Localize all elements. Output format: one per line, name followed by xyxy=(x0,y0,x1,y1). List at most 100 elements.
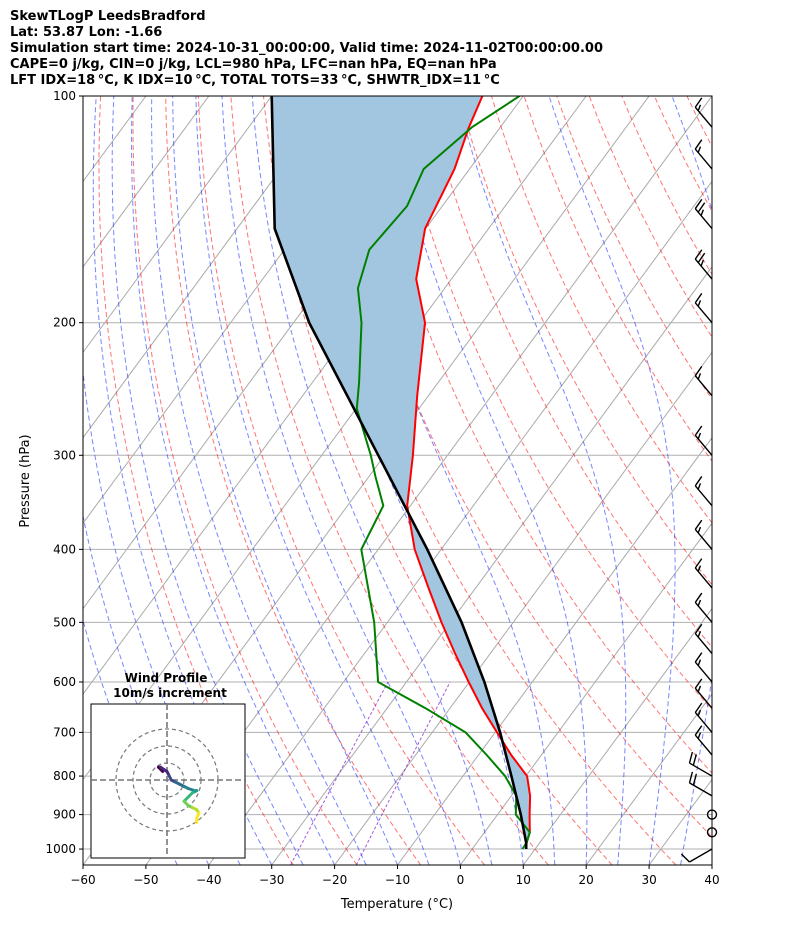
cape-cin-shading xyxy=(271,96,531,849)
isotherm xyxy=(83,96,273,354)
mixing-ratio-line xyxy=(290,681,389,865)
moist-adiabat xyxy=(111,96,304,865)
dry-adiabat xyxy=(295,96,677,865)
isotherm xyxy=(83,96,524,695)
barb-feather xyxy=(700,209,705,216)
x-tick-label: −40 xyxy=(196,873,221,887)
x-tick-label: −20 xyxy=(322,873,347,887)
calm-wind-circle xyxy=(706,809,718,820)
dry-adiabat xyxy=(776,79,794,865)
isotherm xyxy=(711,864,712,865)
x-tick-label: −10 xyxy=(385,873,410,887)
axis-ticks: −60 −50 −40 −30 −20 −10 0 10 20 30 40 100 200 300 400 5… xyxy=(45,89,719,887)
isotherm xyxy=(271,266,712,865)
header-line-indices: LFT IDX=18 °C, K IDX=10 °C, TOTAL TOTS=3… xyxy=(10,73,500,88)
barb-feather xyxy=(697,630,702,638)
wind-barb xyxy=(694,558,713,589)
x-tick-label: 20 xyxy=(579,873,594,887)
header-line-times: Simulation start time: 2024-10-31_00:00:… xyxy=(10,41,603,56)
x-tick-label: 30 xyxy=(641,873,656,887)
wind-barb xyxy=(694,425,713,456)
y-tick-label: 300 xyxy=(53,448,76,462)
moist-adiabat xyxy=(195,96,430,865)
calm-wind-circle xyxy=(706,827,718,838)
y-tick-label: 700 xyxy=(53,725,76,739)
barb-feather xyxy=(694,725,703,736)
y-tick-label: 400 xyxy=(53,542,76,556)
y-tick-label: 200 xyxy=(53,316,76,330)
x-axis-label: Temperature (°C) xyxy=(340,897,453,912)
isotherm xyxy=(522,607,712,865)
x-tick-label: −60 xyxy=(70,873,95,887)
hodograph-content xyxy=(91,704,245,858)
barb-feather xyxy=(697,300,702,307)
barb-feather xyxy=(697,526,702,534)
wind-barb xyxy=(694,725,713,756)
dry-adiabat xyxy=(230,96,549,865)
wind-barb xyxy=(694,97,713,128)
wind-barb xyxy=(694,476,713,507)
barb-shaft xyxy=(689,848,713,863)
x-tick-label: −30 xyxy=(259,873,284,887)
y-tick-label: 900 xyxy=(53,808,76,822)
wind-barb xyxy=(694,652,713,683)
wind-barb xyxy=(694,519,713,550)
moist-adiabat xyxy=(711,862,712,865)
x-tick-label: 10 xyxy=(516,873,531,887)
x-tick-label: −50 xyxy=(133,873,158,887)
y-tick-label: 100 xyxy=(53,89,76,103)
barb-feather xyxy=(697,483,702,490)
barb-feather xyxy=(697,732,702,739)
barb-feather xyxy=(697,104,702,111)
barb-feather xyxy=(694,623,703,635)
barb-feather xyxy=(688,751,694,764)
dry-adiabat xyxy=(132,96,358,865)
wind-barb xyxy=(688,771,713,797)
dry-adiabat xyxy=(744,79,794,865)
temperature-profile-line xyxy=(406,96,532,850)
hodograph-title: Wind Profile xyxy=(125,671,208,685)
dry-adiabat xyxy=(686,96,712,148)
barb-feather xyxy=(692,773,697,786)
x-tick-label: 0 xyxy=(457,873,465,887)
wind-barb xyxy=(694,365,713,397)
barb-feather xyxy=(694,652,703,663)
y-tick-label: 500 xyxy=(53,615,76,629)
y-axis-label: Pressure (hPa) xyxy=(18,434,33,527)
barb-feather xyxy=(697,202,706,213)
wind-barb xyxy=(706,827,718,838)
wind-barb xyxy=(694,293,713,324)
moist-adiabat xyxy=(221,96,461,865)
barb-feather xyxy=(680,853,690,863)
wind-barb xyxy=(688,751,713,777)
moist-adiabat xyxy=(386,96,588,865)
barb-feather xyxy=(694,592,703,603)
barb-feather xyxy=(697,565,702,572)
barb-feather xyxy=(697,373,702,380)
moist-adiabat xyxy=(172,96,398,865)
hodograph-inset: Wind Profile 10m/s increment xyxy=(90,671,246,859)
barb-feather xyxy=(697,146,702,153)
barb-feather xyxy=(694,97,703,108)
moist-adiabat xyxy=(251,96,493,865)
isotherm xyxy=(208,180,712,865)
y-tick-label: 1000 xyxy=(45,842,76,856)
dry-adiabat xyxy=(523,96,712,462)
wind-barb xyxy=(694,139,713,170)
moist-adiabat xyxy=(130,96,336,865)
mixing-ratio-line xyxy=(355,681,451,865)
header-line-cape: CAPE=0 j/kg, CIN=0 j/kg, LCL=980 hPa, LF… xyxy=(10,57,497,72)
wind-barb xyxy=(694,198,713,230)
barb-feather xyxy=(694,678,703,689)
barb-feather xyxy=(694,519,703,530)
dry-adiabat xyxy=(711,79,794,865)
barb-feather xyxy=(700,259,705,267)
wind-barb xyxy=(694,592,713,623)
barb-feather xyxy=(688,771,694,784)
moist-adiabat xyxy=(151,96,367,865)
wind-barb xyxy=(694,623,713,654)
moist-adiabat xyxy=(456,96,627,865)
barb-feather xyxy=(692,754,697,766)
isotherm xyxy=(334,351,712,865)
